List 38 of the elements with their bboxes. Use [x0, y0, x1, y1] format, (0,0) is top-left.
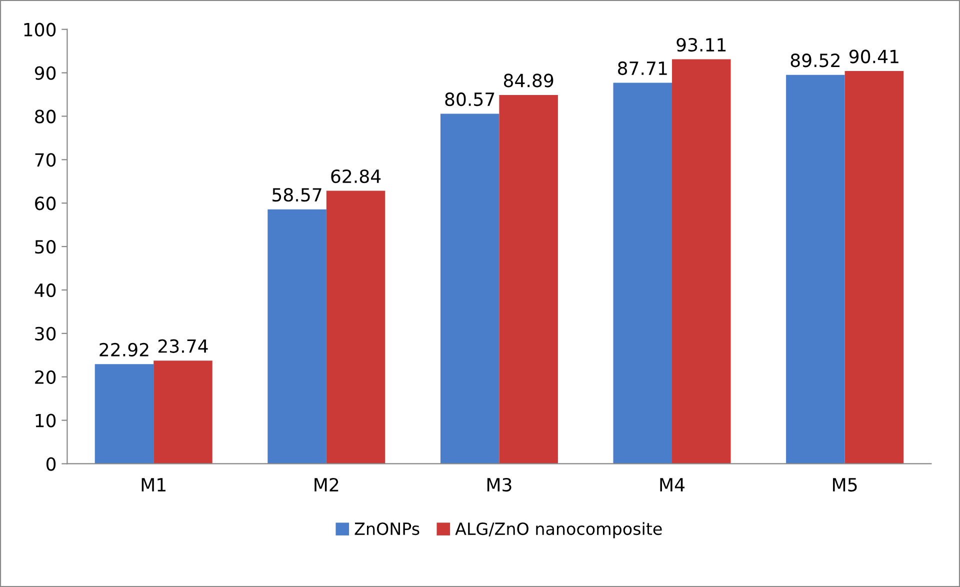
data-label: 58.57 [272, 188, 322, 202]
y-tick-label: 50 [35, 240, 56, 254]
x-tick-label: M3 [487, 478, 512, 492]
x-tick-label: M5 [833, 478, 857, 492]
bar [268, 209, 326, 464]
data-label: 23.74 [158, 339, 208, 353]
legend-label: ZnONPs [354, 522, 420, 536]
y-tick-label: 20 [35, 370, 56, 384]
bar [499, 94, 558, 464]
bar [786, 74, 845, 464]
y-tick-label: 40 [34, 283, 56, 298]
x-tick-label: M4 [660, 478, 685, 492]
data-label: 90.41 [849, 50, 898, 64]
y-tick-label: 70 [35, 153, 56, 167]
data-label: 80.57 [445, 92, 494, 106]
y-tick-label: 30 [35, 326, 56, 341]
bar [844, 71, 904, 464]
data-label: 22.92 [100, 342, 148, 357]
bar [154, 360, 212, 464]
y-tick-label: 90 [34, 66, 56, 80]
x-tick-label: M2 [314, 478, 338, 492]
legend-label: ALG/ZnO nanocomposite [455, 522, 662, 538]
y-tick-label: 100 [24, 22, 56, 36]
y-tick-label: 0 [46, 457, 56, 471]
y-tick-label: 60 [35, 196, 56, 210]
data-label: 84.89 [504, 74, 554, 88]
bar [440, 114, 500, 464]
y-tick-label: 80 [35, 110, 56, 124]
data-label: 89.52 [790, 54, 840, 68]
bar [613, 82, 672, 464]
data-label: 93.11 [676, 38, 726, 52]
bar [672, 59, 731, 464]
data-label: 87.71 [618, 61, 667, 76]
data-label: 62.84 [331, 169, 381, 184]
x-tick-label: M1 [142, 478, 166, 492]
bar [326, 190, 386, 464]
bar [94, 364, 154, 464]
y-tick-label: 10 [36, 414, 56, 428]
